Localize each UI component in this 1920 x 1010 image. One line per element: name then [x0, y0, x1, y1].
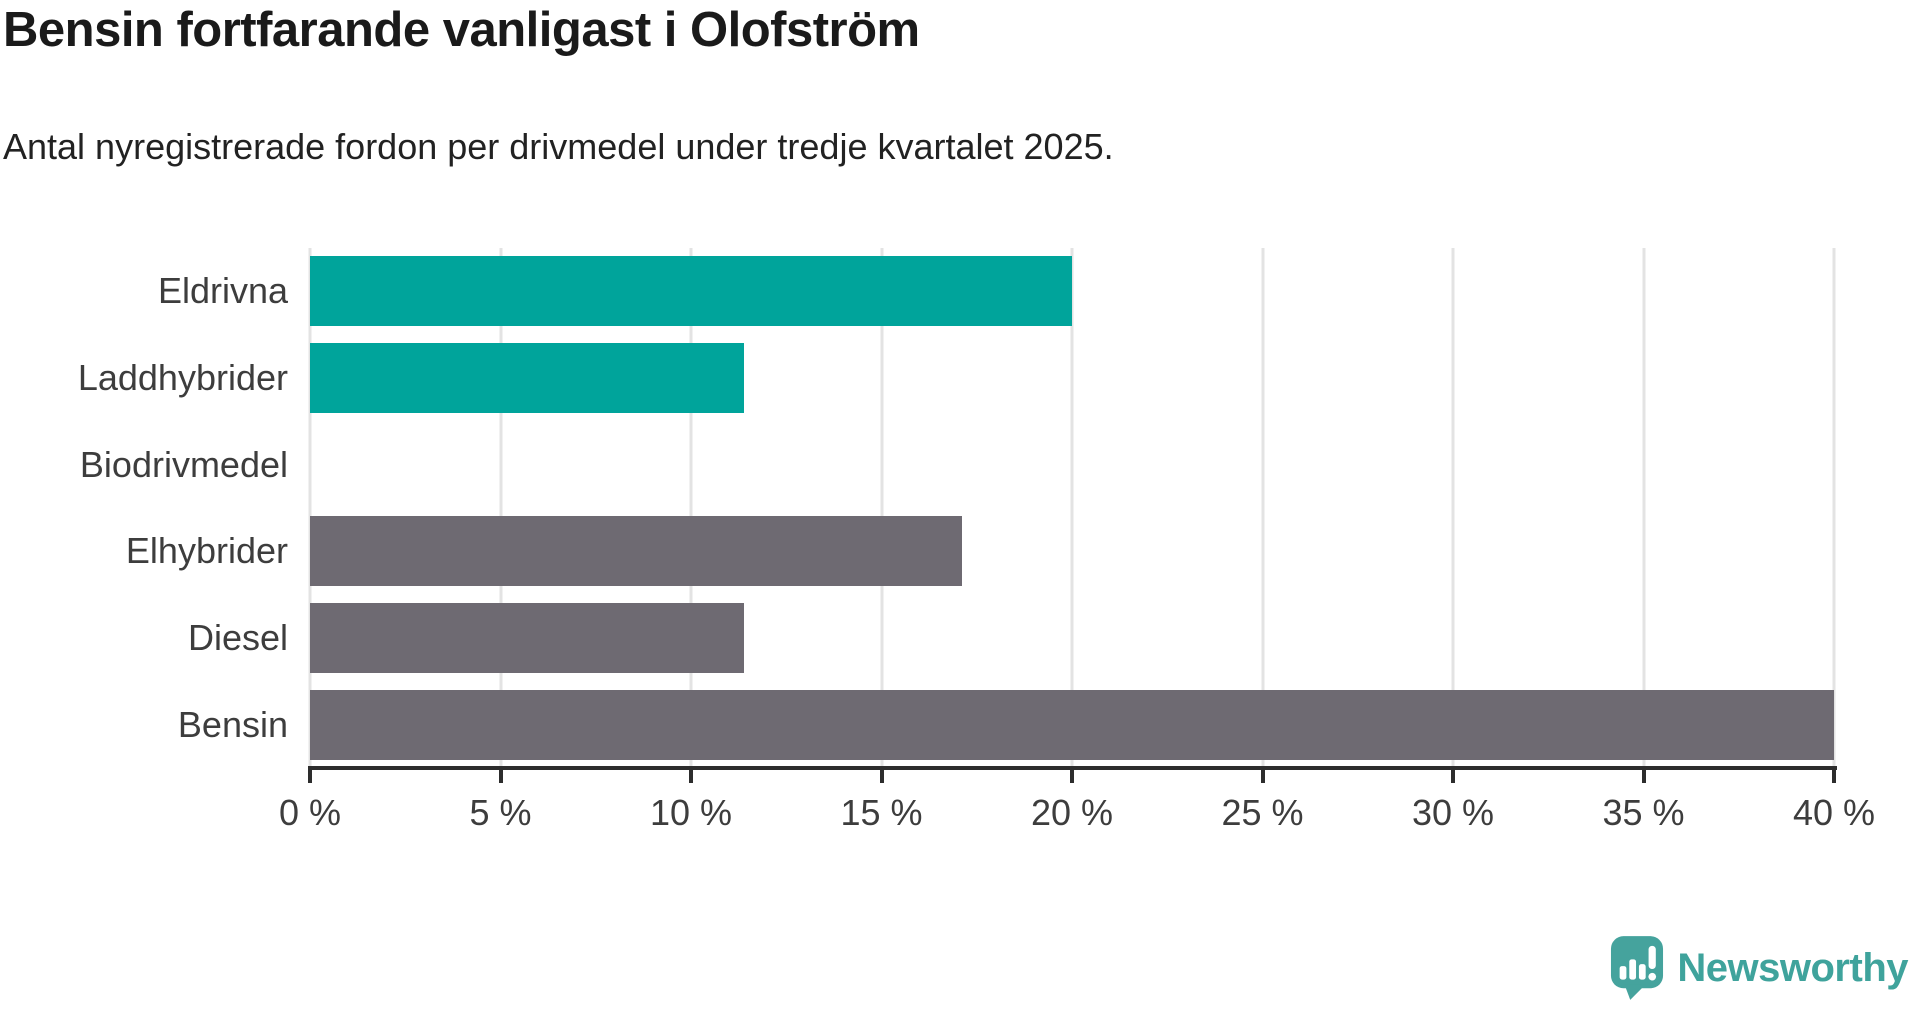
bar-row	[310, 248, 1834, 335]
x-axis-tick-label: 15 %	[840, 792, 923, 833]
bar	[310, 256, 1072, 327]
x-axis-tick-label: 10 %	[649, 792, 733, 833]
gridline	[1070, 248, 1074, 768]
gridline	[1832, 248, 1836, 768]
x-axis-tick-label: 30 %	[1411, 792, 1495, 833]
gridline	[1642, 248, 1645, 768]
bar-row	[310, 335, 1834, 422]
x-axis-tick	[689, 766, 693, 783]
category-label: Bensin	[177, 703, 288, 745]
category-label: Eldrivna	[157, 270, 288, 312]
bar	[310, 516, 962, 587]
gridline	[1261, 248, 1264, 768]
x-axis: 0 % 5 % 10 % 15 % 20 % 25 % 30 % 35 % 40 %	[279, 766, 1875, 856]
gridline	[1451, 248, 1455, 768]
bar-row	[310, 595, 1834, 682]
x-axis-tick-label: 5 %	[469, 792, 532, 833]
bar	[310, 689, 1834, 760]
gridline	[880, 248, 883, 768]
category-label: Diesel	[187, 617, 288, 659]
chart-title: Bensin fortfarande vanligast i Olofström	[3, 3, 920, 57]
category-label: Elhybrider	[125, 530, 288, 572]
newsworthy-logo: Newsworthy	[1610, 936, 1908, 1000]
x-axis-tick-label: 0 %	[278, 792, 342, 833]
x-axis-tick-label: 40 %	[1792, 792, 1876, 833]
bar-row	[310, 508, 1834, 595]
x-axis-tick	[879, 766, 884, 783]
x-axis-tick	[498, 766, 503, 783]
x-axis-tick	[1641, 766, 1646, 783]
bar	[310, 343, 745, 413]
plot-area	[308, 248, 1836, 768]
x-axis-tick	[1832, 766, 1836, 783]
x-axis-tick	[1451, 766, 1455, 783]
newsworthy-logo-icon	[1611, 936, 1664, 1000]
y-axis-category-labels: Eldrivna Laddhybrider Biodrivmedel Elhybrid…	[0, 248, 288, 768]
gridlines	[308, 248, 1836, 768]
chart-subtitle: Antal nyregistrerade fordon per drivmede…	[3, 126, 1114, 167]
x-axis-tick-label: 20 %	[1030, 792, 1114, 833]
category-label: Biodrivmedel	[79, 443, 288, 485]
x-axis-tick	[308, 766, 312, 783]
bar-row	[310, 421, 1834, 508]
gridline	[308, 248, 312, 768]
x-axis-tick-label: 35 %	[1602, 792, 1685, 833]
x-axis-tick	[1070, 766, 1074, 783]
x-axis-tick	[1260, 766, 1265, 783]
newsworthy-logo-text: Newsworthy	[1677, 945, 1908, 990]
category-label: Laddhybrider	[77, 357, 288, 398]
bar-row	[310, 681, 1834, 768]
bar-rows	[310, 248, 1834, 768]
gridline	[499, 248, 502, 768]
bar	[310, 603, 745, 674]
x-axis-tick-label: 25 %	[1221, 792, 1304, 833]
gridline	[689, 248, 693, 768]
